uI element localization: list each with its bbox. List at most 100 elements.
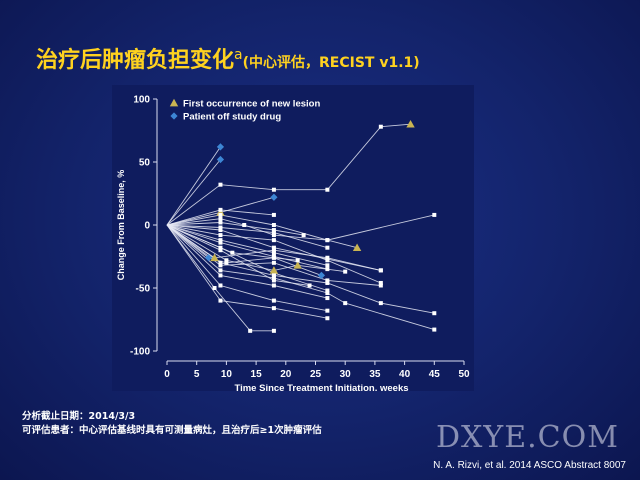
x-tick-label: 35 (369, 369, 381, 380)
series-line (166, 224, 328, 266)
data-point (325, 296, 330, 301)
data-point (432, 327, 437, 332)
slide-title: 治疗后肿瘤负担变化a(中心评估，RECIST v1.1) (36, 42, 420, 74)
series-line (166, 224, 328, 319)
watermark-logo: DXYE.COM (436, 420, 619, 455)
data-point (325, 245, 330, 250)
data-point (325, 278, 330, 283)
series-line (166, 224, 328, 299)
data-point (271, 223, 276, 227)
series-line (166, 224, 328, 270)
series-lines (166, 123, 435, 332)
data-point (271, 228, 276, 233)
series-markers (204, 120, 437, 333)
data-point (432, 311, 437, 316)
data-point (295, 258, 300, 263)
series-line (166, 224, 274, 332)
data-point (378, 301, 383, 306)
data-point (271, 187, 276, 192)
series-line (166, 224, 435, 331)
chart-panel: -100 -50 0 50 100 0 5 10 15 20 25 30 35 40 45 50 Time Si… (112, 85, 474, 391)
data-point (218, 273, 223, 278)
data-point (271, 212, 276, 217)
legend-label: First occurrence of new lesion (183, 99, 320, 110)
citation: N. A. Rizvi, et al. 2014 ASCO Abstract 8… (433, 460, 626, 471)
data-point (218, 228, 223, 233)
footnote-cutoff-date: 分析截止日期：2014/3/3 (22, 411, 136, 422)
series-line (166, 224, 328, 312)
data-point (218, 233, 223, 238)
y-tick-label: 0 (144, 221, 150, 232)
data-point (218, 245, 223, 250)
x-tick-label: 10 (221, 369, 233, 380)
series-line (166, 224, 435, 314)
new-lesion-marker (406, 120, 415, 128)
x-tick-label: 15 (251, 369, 263, 380)
data-point (432, 212, 437, 217)
data-point (325, 255, 330, 260)
x-tick-label: 20 (280, 369, 292, 380)
title-superscript: a (234, 47, 243, 63)
y-tick-label: 50 (139, 158, 151, 169)
y-axis-label: Change From Baseline, % (116, 170, 126, 281)
series-line (166, 224, 328, 249)
y-tick-label: 100 (133, 95, 150, 106)
data-point (218, 263, 223, 268)
data-point (271, 306, 276, 311)
title-main: 治疗后肿瘤负担变化 (36, 48, 235, 73)
spider-chart: -100 -50 0 50 100 0 5 10 15 20 25 30 35 40 45 50 Time Si… (116, 95, 470, 392)
series-line (166, 159, 221, 226)
legend-triangle-icon (169, 98, 179, 107)
data-point (224, 260, 229, 265)
data-point (325, 263, 330, 268)
x-tick-label: 45 (429, 369, 441, 380)
data-point (271, 260, 276, 265)
x-tick-label: 5 (194, 369, 200, 380)
data-point (271, 233, 276, 238)
x-tick-label: 50 (458, 369, 470, 380)
off-drug-marker (216, 155, 225, 164)
data-point (218, 240, 223, 245)
data-point (242, 223, 247, 227)
data-point (343, 269, 348, 274)
data-point (218, 220, 223, 225)
data-point (378, 124, 383, 129)
series-line (166, 222, 304, 236)
data-point (325, 187, 330, 192)
data-point (248, 328, 253, 333)
data-point (271, 273, 276, 278)
data-point (218, 268, 223, 273)
data-point (218, 182, 223, 187)
series-line (166, 218, 358, 249)
data-point (271, 230, 276, 235)
new-lesion-marker (210, 253, 219, 262)
data-point (301, 233, 306, 238)
data-point (325, 258, 330, 263)
data-point (218, 298, 223, 303)
data-point (224, 258, 229, 263)
data-point (271, 238, 276, 243)
data-point (325, 288, 330, 293)
data-point (218, 207, 223, 212)
new-lesion-marker (216, 208, 225, 216)
series-line (166, 123, 411, 226)
data-point (325, 238, 330, 243)
data-point (325, 308, 330, 313)
data-point (218, 260, 223, 265)
y-tick-label: -100 (130, 347, 150, 358)
data-point (271, 278, 276, 283)
data-point (218, 212, 223, 217)
data-point (271, 248, 276, 253)
new-lesion-marker (293, 261, 302, 269)
data-point (343, 301, 348, 306)
y-tick-label: -50 (136, 284, 151, 295)
x-axis-label: Time Since Treatment Initiation, weeks (234, 383, 408, 391)
data-point (271, 250, 276, 255)
new-lesion-marker (352, 243, 362, 252)
data-point (325, 291, 330, 296)
data-point (307, 283, 312, 288)
data-point (212, 286, 217, 290)
data-point (230, 250, 235, 255)
footnote-evaluable-patients: 可评估患者：中心评估基线时具有可测量病灶，且治疗后≥1次肿瘤评估 (22, 425, 322, 436)
legend-label: Patient off study drug (183, 112, 281, 123)
